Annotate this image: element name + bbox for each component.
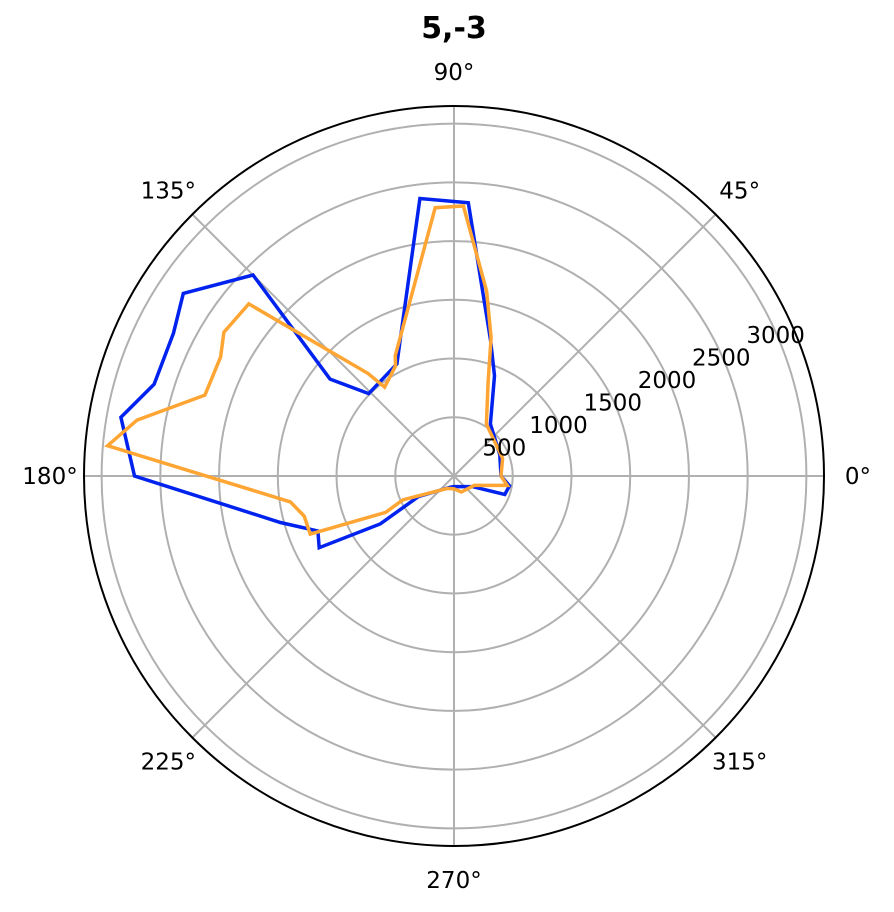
series-line-2 bbox=[104, 204, 511, 537]
label-layer: 0°45°90°135°180°225°270°315°500100015002… bbox=[22, 60, 871, 894]
theta-tick-label-135: 135° bbox=[141, 178, 196, 204]
r-tick-label-3000: 3000 bbox=[746, 323, 805, 349]
theta-tick-label-270: 270° bbox=[426, 868, 481, 894]
theta-tick-label-0: 0° bbox=[845, 464, 871, 490]
angular-gridline-225 bbox=[191, 475, 455, 739]
r-tick-label-1000: 1000 bbox=[529, 413, 588, 439]
r-tick-label-2000: 2000 bbox=[638, 368, 697, 394]
frame-layer bbox=[83, 105, 825, 847]
theta-tick-label-180: 180° bbox=[22, 464, 77, 490]
theta-tick-label-315: 315° bbox=[712, 750, 767, 776]
series-layer bbox=[104, 196, 512, 551]
r-tick-label-2500: 2500 bbox=[692, 346, 751, 372]
theta-tick-label-90: 90° bbox=[434, 60, 475, 86]
grid-layer bbox=[84, 106, 824, 846]
theta-tick-label-45: 45° bbox=[719, 178, 760, 204]
angular-gridline-135 bbox=[191, 213, 455, 477]
angular-gridline-45 bbox=[453, 213, 717, 477]
r-tick-label-500: 500 bbox=[482, 436, 526, 462]
chart-title: 5,-3 bbox=[421, 11, 487, 46]
theta-tick-label-225: 225° bbox=[141, 750, 196, 776]
r-tick-label-1500: 1500 bbox=[584, 391, 643, 417]
polar-frame bbox=[83, 105, 825, 847]
angular-gridline-315 bbox=[453, 475, 717, 739]
